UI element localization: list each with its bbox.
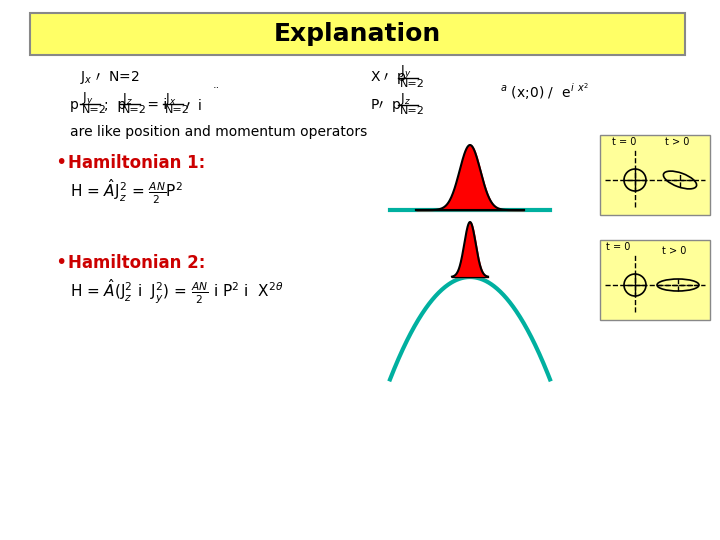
Text: $^a$ (x;0) /  e$^{i}$ $^{x^2}$: $^a$ (x;0) / e$^{i}$ $^{x^2}$ [500, 82, 590, 102]
Text: J$_x$: J$_x$ [165, 91, 176, 107]
Text: X $\prime$  p: X $\prime$ p [370, 70, 407, 86]
Text: J$_x$ $\prime$  N=2: J$_x$ $\prime$ N=2 [80, 70, 140, 86]
Text: t > 0: t > 0 [665, 137, 689, 147]
Text: $\prime$  i: $\prime$ i [185, 98, 202, 112]
Text: Hamiltonian 2:: Hamiltonian 2: [68, 254, 205, 272]
Text: N=2: N=2 [165, 105, 190, 115]
Text: are like position and momentum operators: are like position and momentum operators [70, 125, 367, 139]
Text: P$\prime$  p: P$\prime$ p [370, 97, 401, 113]
Text: Explanation: Explanation [274, 22, 441, 46]
Text: p: p [70, 98, 79, 112]
Text: N=2: N=2 [400, 79, 425, 89]
Text: J$_y$: J$_y$ [400, 64, 412, 80]
FancyBboxPatch shape [30, 13, 685, 55]
FancyBboxPatch shape [600, 135, 710, 215]
Text: ;  p: ; p [104, 98, 126, 112]
Text: = i: = i [143, 98, 167, 112]
Text: ..: .. [213, 80, 220, 90]
Text: H = $\hat{A}$(J$_z^2$ i  J$_y^2)$ = $\frac{AN}{2}$ i P$^2$ i  X$^{2\theta}$: H = $\hat{A}$(J$_z^2$ i J$_y^2)$ = $\fra… [70, 278, 284, 306]
Text: N=2: N=2 [82, 105, 107, 115]
Text: t = 0: t = 0 [606, 242, 631, 252]
Text: H = $\hat{A}$J$_z^2$ = $\frac{AN}{2}$P$^2$: H = $\hat{A}$J$_z^2$ = $\frac{AN}{2}$P$^… [70, 178, 183, 206]
Text: J$_z$: J$_z$ [400, 91, 411, 107]
FancyBboxPatch shape [600, 240, 710, 320]
Text: t = 0: t = 0 [612, 137, 636, 147]
Text: J$_z$: J$_z$ [122, 91, 133, 107]
Text: t > 0: t > 0 [662, 246, 686, 256]
Text: •: • [55, 153, 66, 172]
Text: J$_y$: J$_y$ [82, 91, 94, 107]
Text: N=2: N=2 [400, 106, 425, 116]
Text: Hamiltonian 1:: Hamiltonian 1: [68, 154, 205, 172]
Text: •: • [55, 253, 66, 273]
Text: N=2: N=2 [122, 105, 147, 115]
